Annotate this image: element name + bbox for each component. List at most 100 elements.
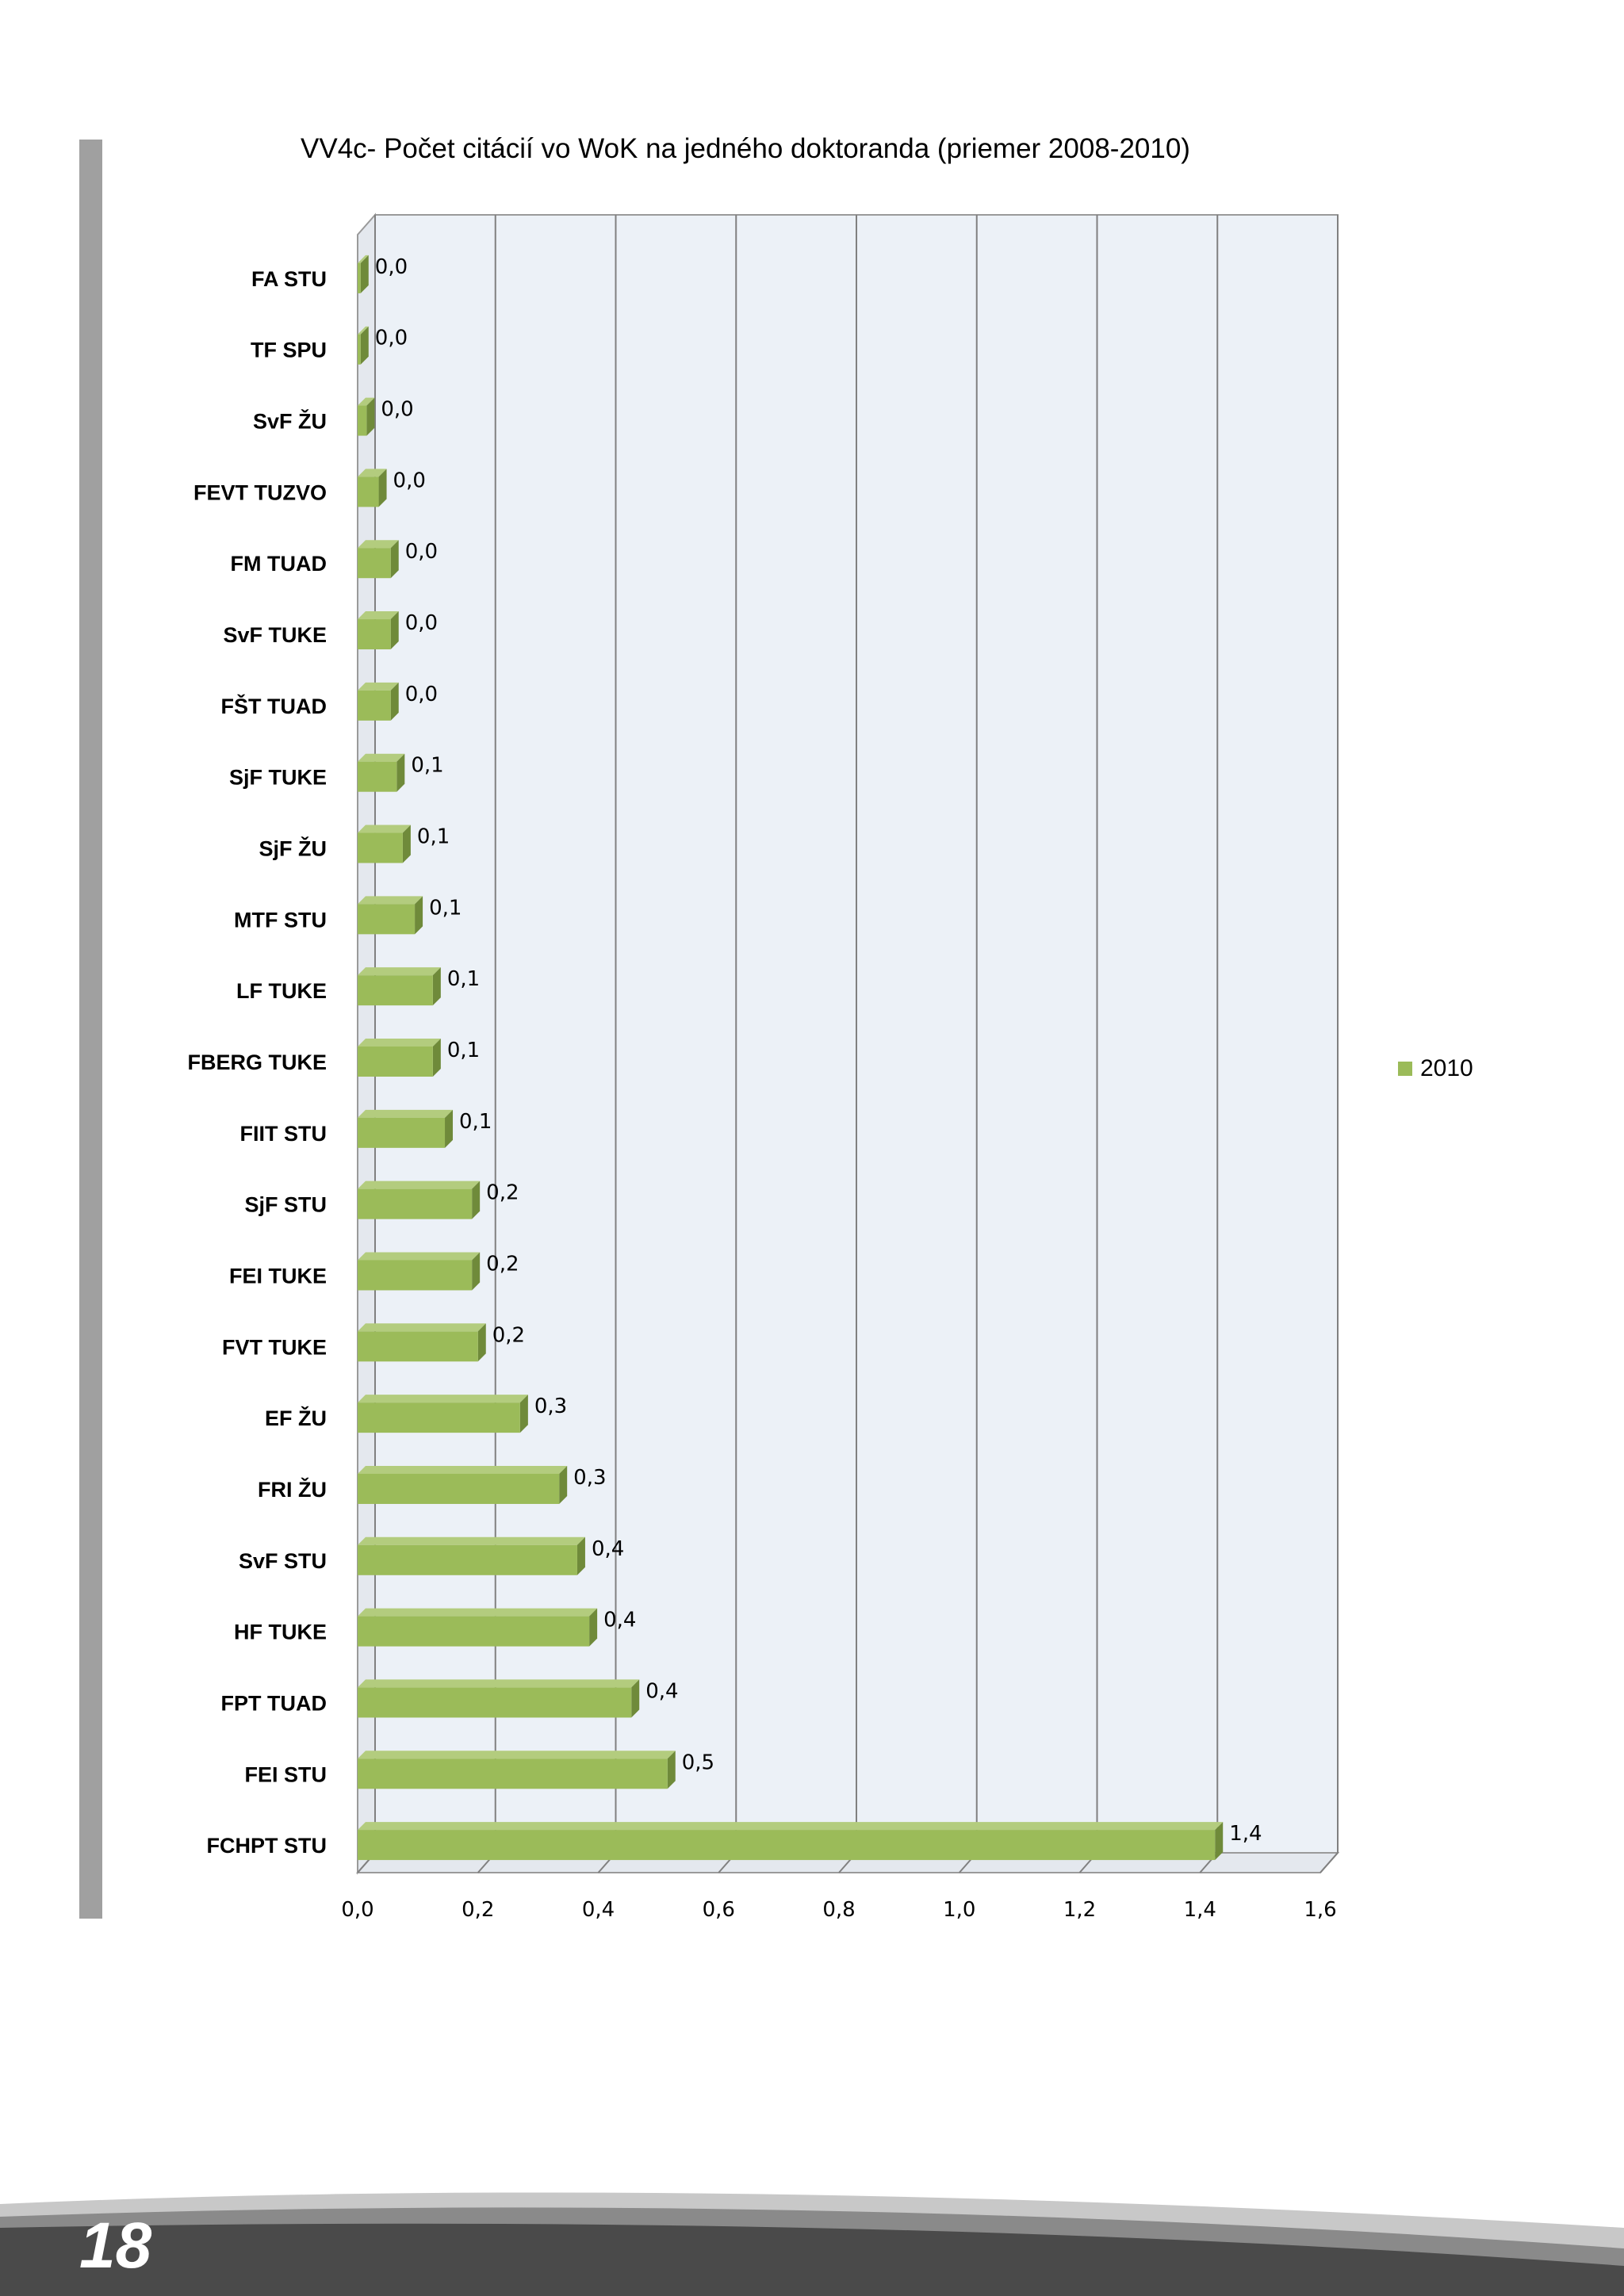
bar-top	[358, 1395, 528, 1403]
data-label: 0,1	[447, 967, 480, 991]
data-label: 0,1	[459, 1110, 492, 1134]
bar	[358, 619, 391, 650]
bar-side	[519, 1395, 528, 1433]
data-label: 0,0	[381, 398, 413, 422]
data-label: 0,3	[534, 1395, 567, 1418]
bar	[358, 405, 367, 436]
bar-side	[432, 967, 441, 1006]
category-label: SvF STU	[239, 1549, 327, 1573]
category-label: EF ŽU	[265, 1406, 327, 1430]
category-label: SvF ŽU	[253, 409, 327, 434]
bar	[358, 1402, 520, 1433]
bar-top	[358, 1608, 598, 1617]
bar-side	[390, 540, 399, 579]
bar-top	[358, 540, 399, 549]
bar-side	[360, 326, 369, 365]
bar-side	[576, 1536, 585, 1575]
bar	[358, 1544, 577, 1575]
bar	[358, 1188, 473, 1219]
bar-top	[358, 967, 441, 976]
category-label: MTF STU	[234, 908, 327, 932]
bar	[358, 334, 361, 365]
bar-top	[358, 469, 387, 477]
bar-side	[445, 1109, 454, 1148]
x-tick-label: 0,2	[462, 1898, 494, 1922]
bar-side	[378, 469, 387, 507]
bar-top	[358, 1536, 585, 1545]
category-label: LF TUKE	[236, 979, 327, 1003]
bar-top	[358, 896, 423, 905]
bar-chart: 0,0 0,2 0,4 0,6 0,8 1,0 1,2 1,4 1,6 0,0 FA STU 0,0 T…	[188, 212, 1340, 1922]
bar-side	[402, 825, 411, 863]
category-label: SjF ŽU	[259, 836, 327, 861]
bar	[358, 476, 379, 507]
data-label: 0,2	[486, 1252, 519, 1276]
bar-side	[477, 1323, 486, 1362]
bar-top	[358, 254, 369, 263]
bar-top	[358, 1323, 486, 1332]
data-label: 0,4	[603, 1609, 636, 1632]
bar-top	[358, 397, 375, 406]
data-label: 0,4	[645, 1679, 678, 1703]
x-tick-label: 1,0	[943, 1898, 975, 1922]
data-label: 0,4	[592, 1537, 624, 1561]
x-tick-label: 1,4	[1184, 1898, 1216, 1922]
category-label: FA STU	[251, 267, 327, 291]
bar-top	[358, 1822, 1224, 1831]
bar-top	[358, 1252, 481, 1261]
category-label: FEI TUKE	[229, 1264, 327, 1288]
bar-top	[358, 1109, 454, 1118]
bar	[358, 1117, 446, 1148]
bar-side	[396, 753, 405, 792]
bar	[358, 832, 403, 863]
category-label: FŠT TUAD	[221, 694, 327, 718]
bar	[358, 1047, 433, 1077]
data-label: 0,1	[411, 754, 443, 778]
bar-side	[432, 1039, 441, 1077]
bar-top	[358, 1181, 481, 1189]
page-side-bar	[79, 140, 102, 1919]
bar-top	[358, 1465, 568, 1474]
category-label: FCHPT STU	[207, 1834, 327, 1858]
bar	[358, 1687, 632, 1718]
data-label: 0,0	[375, 255, 408, 279]
category-label: SvF TUKE	[223, 623, 327, 647]
x-tick-label: 0,8	[822, 1898, 855, 1922]
x-tick-label: 0,0	[341, 1898, 373, 1922]
data-label: 0,1	[417, 825, 450, 849]
bar	[358, 262, 361, 293]
bar-top	[358, 825, 411, 833]
page-number: 18	[79, 2210, 152, 2282]
data-label: 1,4	[1229, 1822, 1262, 1846]
bar-side	[415, 896, 423, 935]
bar-side	[631, 1679, 640, 1718]
bar-top	[358, 682, 399, 691]
category-label: FRI ŽU	[258, 1477, 327, 1502]
data-label: 0,0	[405, 540, 438, 564]
bar-side	[1215, 1822, 1224, 1861]
x-tick-label: 1,6	[1304, 1898, 1336, 1922]
bar-side	[559, 1465, 568, 1504]
category-label: TF SPU	[251, 339, 327, 362]
category-label: SjF STU	[244, 1193, 327, 1217]
bar	[358, 1260, 473, 1291]
data-label: 0,0	[393, 469, 426, 492]
bar-side	[589, 1608, 598, 1647]
category-label: FEVT TUZVO	[193, 480, 327, 504]
bar-top	[358, 1751, 676, 1759]
bar-top	[358, 753, 405, 762]
bar-side	[366, 397, 375, 436]
data-label: 0,5	[682, 1751, 714, 1774]
chart-legend: 2010	[1398, 1055, 1473, 1082]
bar-side	[390, 611, 399, 650]
category-label: FM TUAD	[231, 552, 327, 576]
category-label: FVT TUKE	[222, 1335, 327, 1359]
bar	[358, 761, 397, 792]
bar-top	[358, 1679, 640, 1688]
category-label: HF TUKE	[234, 1621, 327, 1644]
data-label: 0,1	[429, 896, 462, 920]
x-tick-label: 0,4	[582, 1898, 615, 1922]
bar	[358, 1331, 478, 1362]
bar	[358, 1473, 560, 1504]
data-label: 0,2	[486, 1181, 519, 1205]
